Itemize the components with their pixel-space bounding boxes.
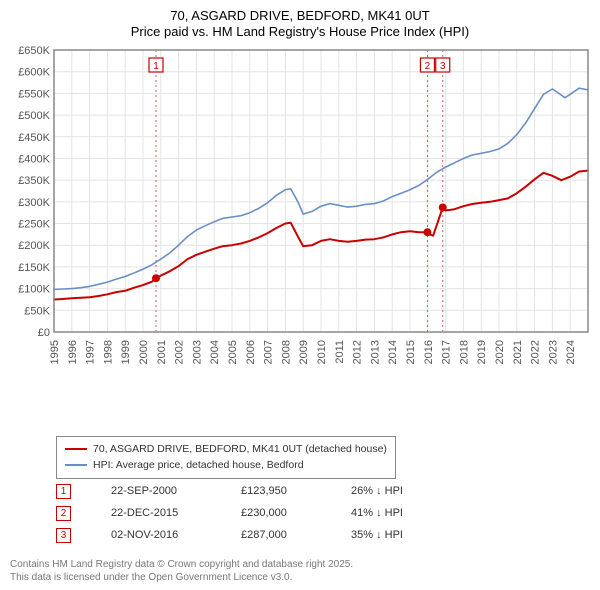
chart-title-subtitle: Price paid vs. HM Land Registry's House …: [0, 24, 600, 40]
svg-text:2021: 2021: [512, 340, 524, 364]
sale-date: 02-NOV-2016: [111, 529, 241, 541]
svg-text:1998: 1998: [102, 340, 114, 364]
svg-text:£450K: £450K: [18, 132, 50, 144]
svg-text:2005: 2005: [227, 340, 239, 364]
sale-price: £123,950: [241, 485, 351, 497]
svg-text:2023: 2023: [547, 340, 559, 364]
svg-text:1995: 1995: [49, 340, 61, 364]
sale-comparison: 41% ↓ HPI: [351, 507, 471, 519]
chart-title-address: 70, ASGARD DRIVE, BEDFORD, MK41 0UT: [0, 8, 600, 24]
legend-swatch: [65, 448, 87, 450]
svg-text:£300K: £300K: [18, 197, 50, 209]
sale-price: £230,000: [241, 507, 351, 519]
sale-marker-box: 1: [56, 484, 71, 499]
svg-text:2009: 2009: [298, 340, 310, 364]
sales-table: 1 22-SEP-2000 £123,950 26% ↓ HPI 2 22-DE…: [56, 480, 471, 546]
svg-text:2012: 2012: [352, 340, 364, 364]
svg-text:£0: £0: [38, 327, 50, 339]
sale-row: 3 02-NOV-2016 £287,000 35% ↓ HPI: [56, 524, 471, 546]
sale-date: 22-DEC-2015: [111, 507, 241, 519]
sale-marker-box: 3: [56, 528, 71, 543]
svg-text:2020: 2020: [494, 340, 506, 364]
svg-text:£250K: £250K: [18, 219, 50, 231]
svg-text:2018: 2018: [458, 340, 470, 364]
chart-plot-area: £0 £50K £100K £150K £200K £250K £300K £350K £400…: [6, 44, 594, 394]
svg-text:£350K: £350K: [18, 175, 50, 187]
svg-text:2019: 2019: [476, 340, 488, 364]
svg-text:£50K: £50K: [24, 305, 50, 317]
svg-text:2000: 2000: [138, 340, 150, 364]
svg-text:2004: 2004: [209, 340, 221, 364]
legend-swatch: [65, 464, 87, 466]
svg-text:2022: 2022: [530, 340, 542, 364]
svg-text:£100K: £100K: [18, 284, 50, 296]
chart-titles: 70, ASGARD DRIVE, BEDFORD, MK41 0UT Pric…: [0, 0, 600, 41]
svg-text:1996: 1996: [67, 340, 79, 364]
sale-marker-box: 2: [56, 506, 71, 521]
footer-line: Contains HM Land Registry data © Crown c…: [10, 559, 353, 572]
svg-text:2015: 2015: [405, 340, 417, 364]
legend-label: HPI: Average price, detached house, Bedf…: [93, 459, 304, 471]
svg-text:£600K: £600K: [18, 67, 50, 79]
legend-label: 70, ASGARD DRIVE, BEDFORD, MK41 0UT (det…: [93, 443, 387, 455]
sale-date: 22-SEP-2000: [111, 485, 241, 497]
svg-text:2001: 2001: [156, 340, 168, 364]
svg-text:2017: 2017: [441, 340, 453, 364]
svg-text:£650K: £650K: [18, 45, 50, 57]
svg-text:£550K: £550K: [18, 88, 50, 100]
svg-text:1: 1: [153, 61, 159, 72]
svg-text:2013: 2013: [369, 340, 381, 364]
svg-text:£150K: £150K: [18, 262, 50, 274]
svg-text:2003: 2003: [191, 340, 203, 364]
chart-legend: 70, ASGARD DRIVE, BEDFORD, MK41 0UT (det…: [56, 436, 396, 479]
legend-item: HPI: Average price, detached house, Bedf…: [65, 457, 387, 473]
svg-text:2: 2: [425, 61, 431, 72]
chart-svg: £0 £50K £100K £150K £200K £250K £300K £350K £400…: [6, 44, 594, 394]
svg-text:3: 3: [440, 61, 446, 72]
svg-text:£400K: £400K: [18, 153, 50, 165]
svg-text:2002: 2002: [174, 340, 186, 364]
sale-comparison: 35% ↓ HPI: [351, 529, 471, 541]
footer-line: This data is licensed under the Open Gov…: [10, 572, 353, 585]
svg-text:2014: 2014: [387, 340, 399, 364]
svg-text:2024: 2024: [565, 340, 577, 364]
svg-text:2016: 2016: [423, 340, 435, 364]
svg-text:1997: 1997: [85, 340, 97, 364]
chart-footer: Contains HM Land Registry data © Crown c…: [10, 559, 353, 584]
svg-text:2011: 2011: [334, 340, 346, 364]
svg-text:2006: 2006: [245, 340, 257, 364]
svg-text:2008: 2008: [280, 340, 292, 364]
sale-price: £287,000: [241, 529, 351, 541]
sale-row: 1 22-SEP-2000 £123,950 26% ↓ HPI: [56, 480, 471, 502]
svg-text:1999: 1999: [120, 340, 132, 364]
svg-text:£200K: £200K: [18, 240, 50, 252]
svg-text:2010: 2010: [316, 340, 328, 364]
sale-comparison: 26% ↓ HPI: [351, 485, 471, 497]
sale-row: 2 22-DEC-2015 £230,000 41% ↓ HPI: [56, 502, 471, 524]
svg-text:2007: 2007: [263, 340, 275, 364]
legend-item: 70, ASGARD DRIVE, BEDFORD, MK41 0UT (det…: [65, 441, 387, 457]
chart-container: { "title": { "line1": "70, ASGARD DRIVE,…: [0, 0, 600, 590]
svg-text:£500K: £500K: [18, 110, 50, 122]
